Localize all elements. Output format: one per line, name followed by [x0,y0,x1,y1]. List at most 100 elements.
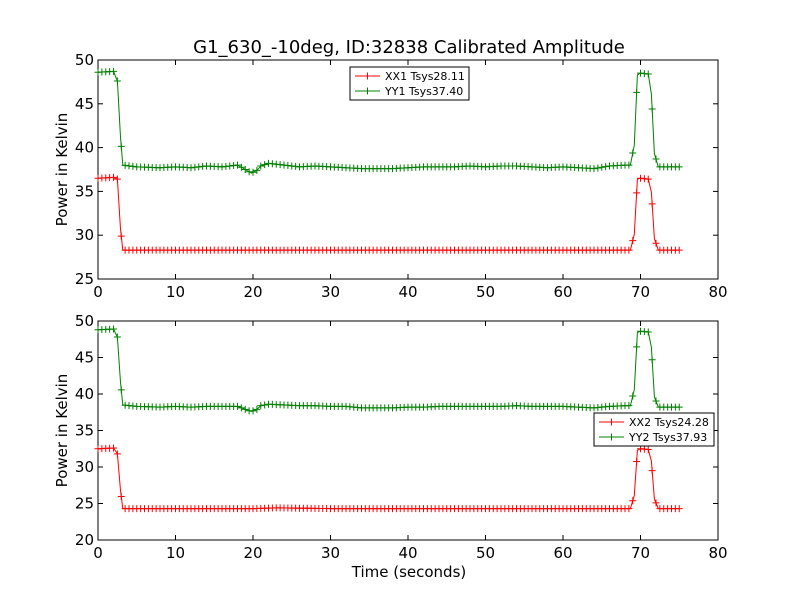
data-point [625,402,633,410]
data-point [652,155,660,163]
series-yy [94,67,683,176]
data-point [594,164,602,172]
legend-box [593,412,715,447]
legend: XX2 Tsys24.28 YY2 Tsys37.93 [593,412,715,447]
data-point [629,497,637,505]
series-xx [94,173,683,254]
data-point [633,88,641,96]
legend: XX1 Tsys28.11 YY1 Tsys37.40 [349,66,470,101]
y-tick-label: 25 [75,270,94,288]
data-point [113,333,121,341]
data-point [652,397,660,405]
data-point [633,343,641,351]
x-tick-label: 20 [243,544,262,562]
data-point [245,168,253,176]
x-tick-label: 10 [166,544,185,562]
data-point [675,505,683,513]
series-xx [94,444,683,513]
data-point [237,163,245,171]
data-point [241,405,249,413]
y-axis-label: Power in Kelvin [53,113,71,227]
data-point [625,505,633,513]
data-point [241,166,249,173]
x-tick-label: 0 [93,544,103,562]
legend-label: XX1 Tsys28.11 [385,70,465,83]
data-point [625,161,633,169]
x-tick-label: 10 [166,283,185,301]
legend-label: YY2 Tsys37.93 [628,431,707,444]
x-tick-label: 60 [553,544,572,562]
data-point [234,402,241,410]
data-point [253,405,261,413]
x-tick-label: 30 [321,544,340,562]
bottom-panel: 0 10 20 30 40 50 60 70 80 20 25 30 35 40 45 50 Power in … [53,312,728,562]
data-point [675,403,683,411]
data-point [602,163,610,171]
data-point [648,356,656,364]
x-tick-label: 40 [398,544,417,562]
data-point [261,401,269,409]
data-point [110,173,117,181]
x-tick-label: 0 [93,283,103,301]
x-tick-label: 70 [631,283,650,301]
y-axis-label: Power in Kelvin [53,374,71,488]
legend-label: XX2 Tsys24.28 [629,416,709,429]
data-point [644,175,652,183]
data-point [629,237,637,245]
y-tick-label: 45 [75,95,94,113]
data-point [261,161,269,169]
data-point [648,467,656,475]
data-point [237,404,245,412]
data-point [110,67,117,75]
data-point [110,325,117,333]
data-point [234,161,241,169]
x-tick-label: 40 [398,283,417,301]
data-point [117,142,125,150]
y-tick-label: 30 [75,226,94,244]
data-point [648,200,656,208]
x-tick-label: 30 [321,283,340,301]
data-point [644,445,652,453]
chart-title: G1_630_-10deg, ID:32838 Calibrated Ampli… [193,37,625,58]
legend-marker [364,87,371,95]
data-point [590,165,598,173]
y-tick-label: 30 [75,458,94,476]
x-tick-label: 70 [631,544,650,562]
x-axis-label: Time (seconds) [351,563,467,581]
data-point [629,392,637,400]
data-point [249,168,257,176]
y-tick-label: 50 [75,51,94,69]
data-point [644,70,652,78]
data-point [644,328,652,336]
y-tick-label: 45 [75,349,94,367]
x-tick-label: 20 [243,283,262,301]
data-point [648,105,656,113]
data-point [633,458,641,466]
legend-label: YY1 Tsys37.40 [384,85,463,98]
x-tick-label: 60 [553,283,572,301]
y-tick-label: 35 [75,182,94,200]
x-tick-label: 80 [708,544,727,562]
data-point [598,163,606,171]
legend-marker [364,72,371,80]
y-tick-label: 35 [75,422,94,440]
data-point [117,492,125,500]
y-tick-label: 40 [75,385,94,403]
data-point [652,239,660,247]
data-point [113,450,121,458]
top-panel: 0 10 20 30 40 50 60 70 80 25 30 35 40 45 50 Power in Ke… [53,51,728,301]
legend-marker [608,433,615,441]
data-point [675,163,683,171]
legend-marker [608,418,615,426]
data-point [249,407,257,415]
y-tick-label: 40 [75,139,94,157]
data-point [117,232,125,240]
data-point [633,189,641,197]
x-tick-label: 80 [708,283,727,301]
data-point [113,175,121,183]
data-point [652,499,660,507]
series-yy [94,325,683,415]
data-point [629,149,637,157]
data-point [117,386,125,394]
